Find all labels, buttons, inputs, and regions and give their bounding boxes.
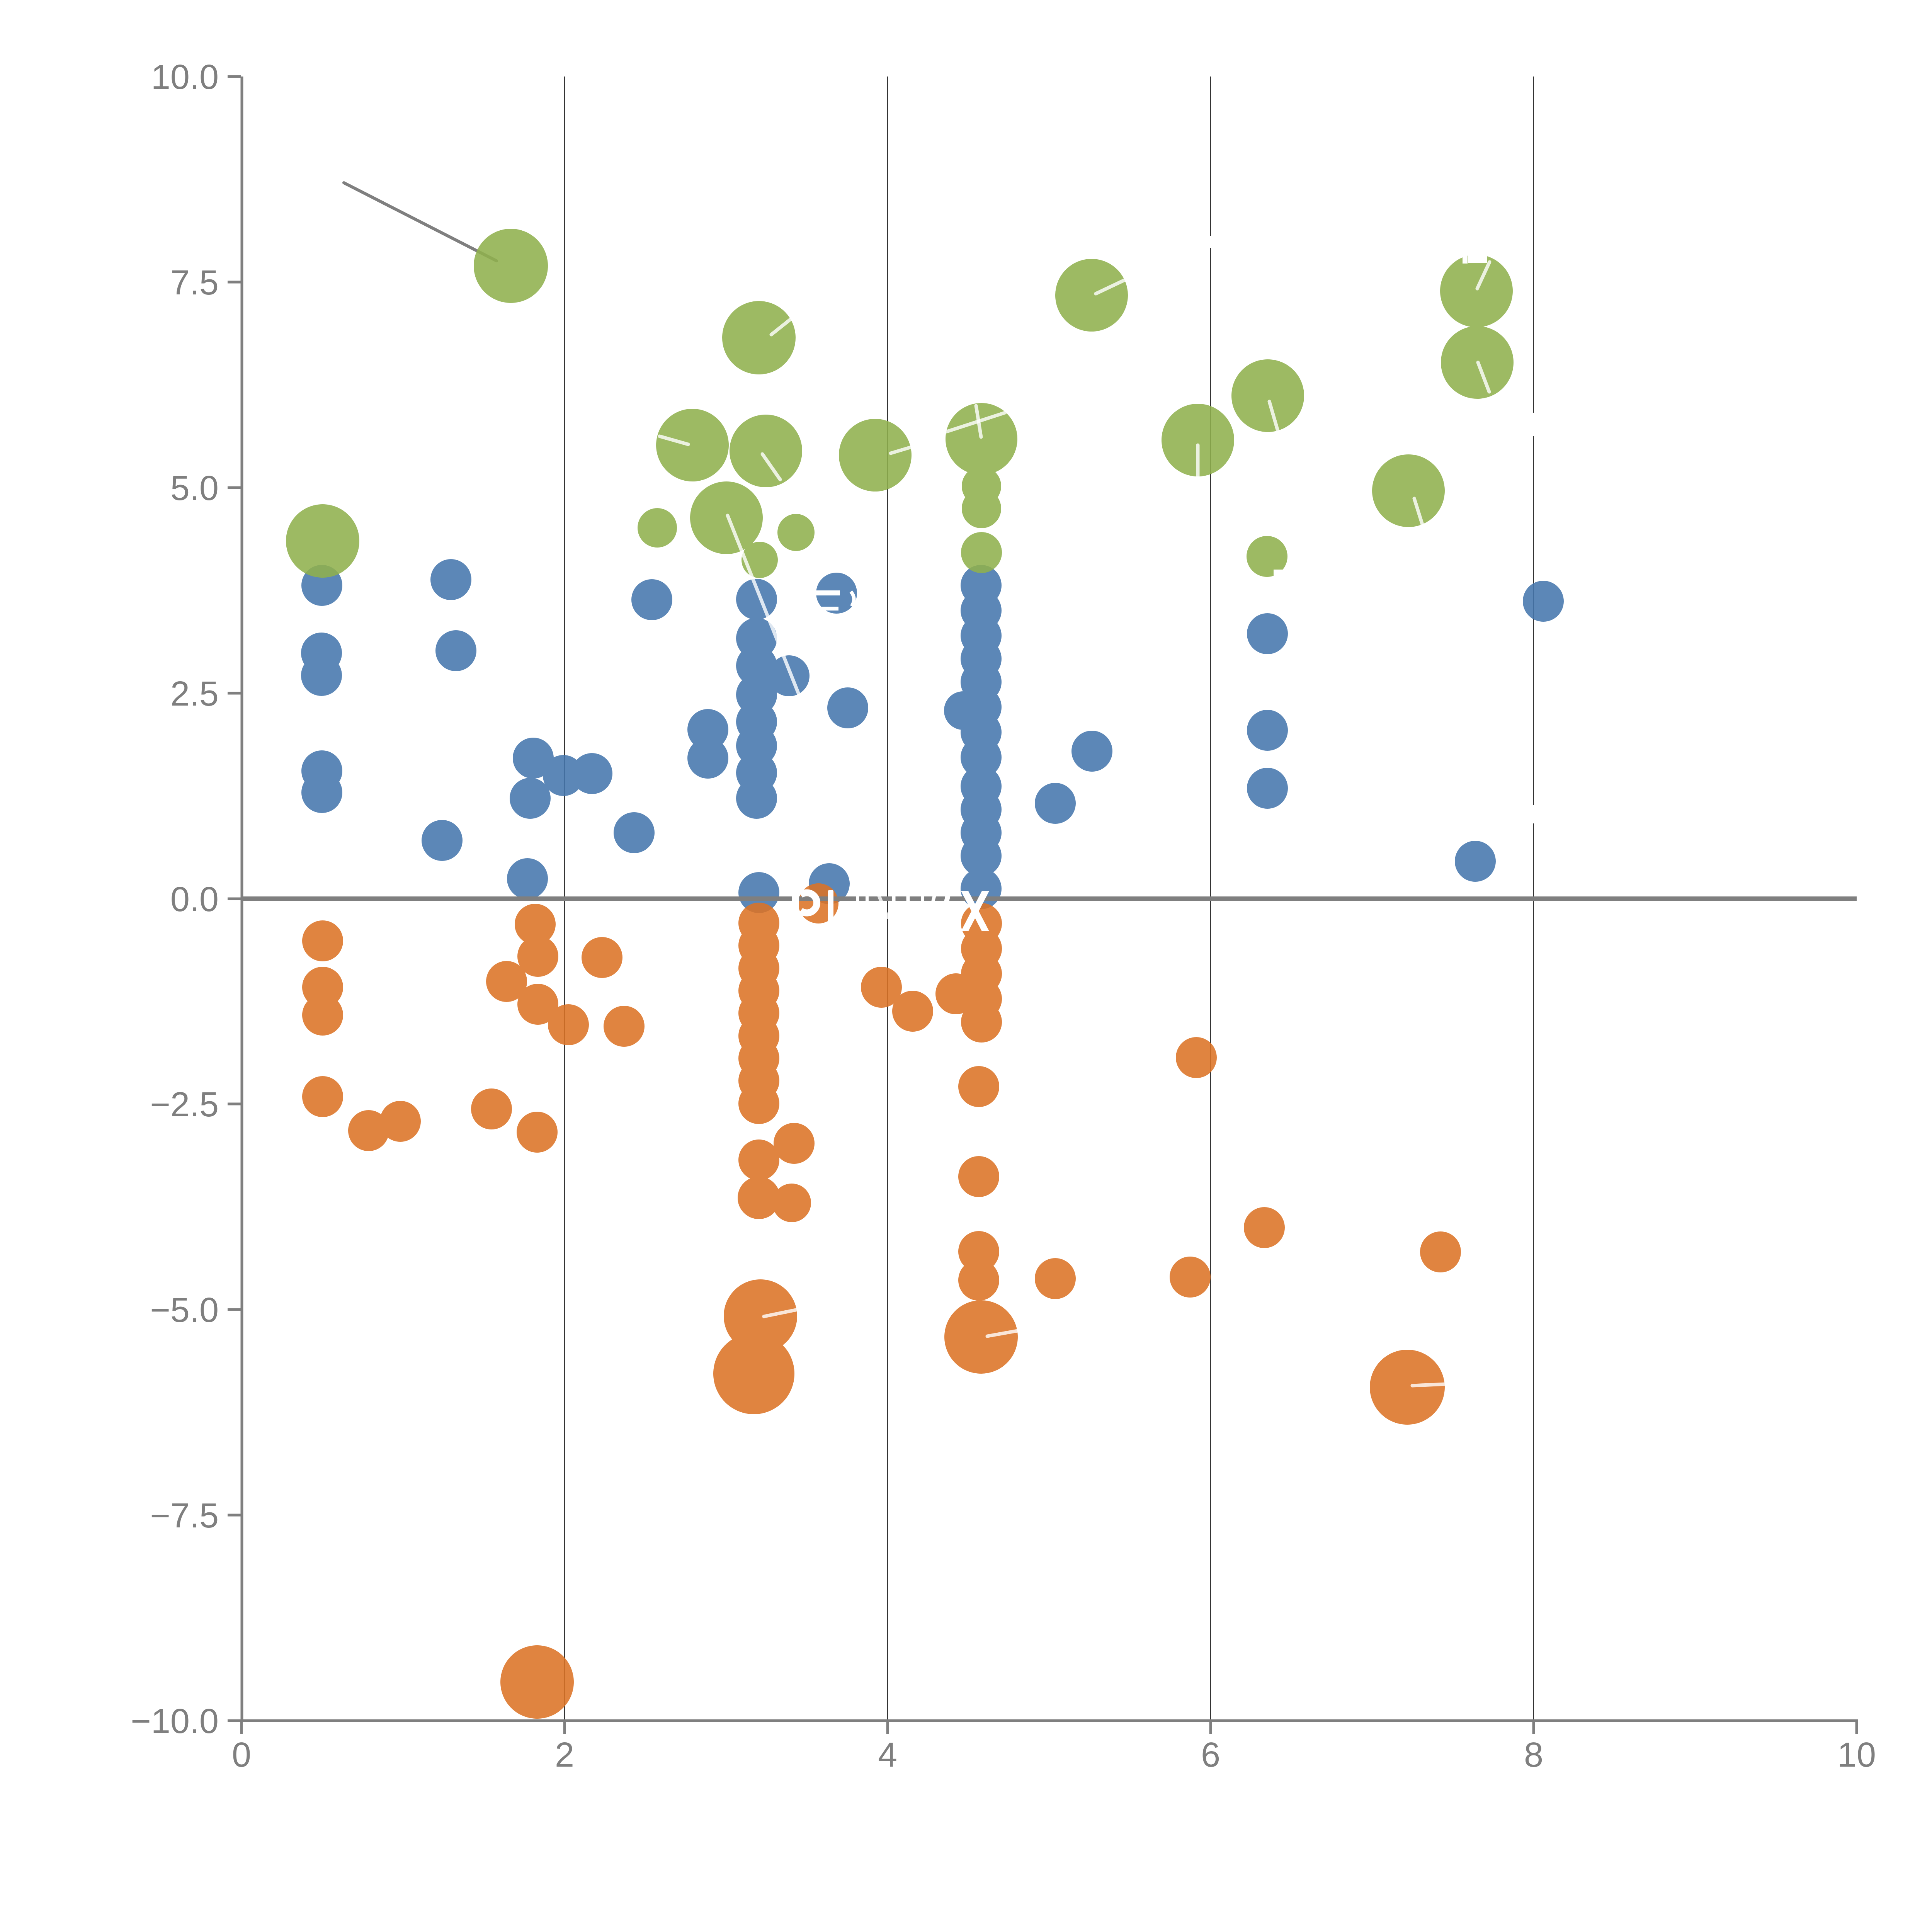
svg-text:−2.5: −2.5: [150, 1085, 219, 1124]
svg-text:4: 4: [878, 1736, 897, 1774]
svg-text:10.0: 10.0: [151, 58, 219, 97]
svg-text:2: 2: [555, 1736, 574, 1774]
svg-text:0.0: 0.0: [170, 880, 219, 919]
svg-text:0: 0: [232, 1736, 251, 1774]
svg-text:−7.5: −7.5: [150, 1497, 219, 1535]
svg-text:8: 8: [1524, 1736, 1543, 1774]
svg-text:6: 6: [1201, 1736, 1220, 1774]
svg-text:−10.0: −10.0: [131, 1702, 219, 1741]
svg-text:5.0: 5.0: [170, 469, 219, 508]
svg-text:−5.0: −5.0: [150, 1291, 219, 1330]
svg-text:7.5: 7.5: [170, 264, 219, 302]
svg-text:10: 10: [1837, 1736, 1876, 1774]
svg-text:2.5: 2.5: [170, 675, 219, 713]
